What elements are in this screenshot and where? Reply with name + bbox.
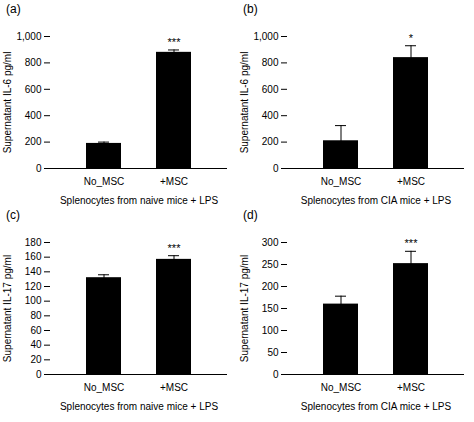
svg-text:800: 800 [25,57,42,68]
svg-text:800: 800 [262,57,279,68]
svg-text:No_MSC: No_MSC [84,176,125,187]
svg-text:Splenocytes from CIA mice + LP: Splenocytes from CIA mice + LPS [301,401,452,412]
svg-text:100: 100 [262,325,279,336]
svg-text:120: 120 [25,281,42,292]
svg-text:***: *** [168,242,182,254]
svg-text:300: 300 [262,237,279,248]
svg-text:0: 0 [273,369,279,380]
svg-text:200: 200 [25,136,42,147]
svg-text:600: 600 [262,84,279,95]
svg-text:Supernatant IL-17 pg/ml: Supernatant IL-17 pg/ml [239,255,250,362]
svg-text:400: 400 [262,110,279,121]
svg-text:140: 140 [25,266,42,277]
svg-text:60: 60 [30,325,42,336]
svg-text:+MSC: +MSC [397,382,425,393]
svg-text:Supernatant IL-6 pg/ml: Supernatant IL-6 pg/ml [2,52,13,154]
svg-text:*: * [409,32,414,44]
svg-text:No_MSC: No_MSC [321,382,362,393]
svg-text:Supernatant IL-6 pg/ml: Supernatant IL-6 pg/ml [239,52,250,154]
html-text:(b): (b) [243,2,258,16]
svg-text:80: 80 [30,310,42,321]
html-text:(d): (d) [243,208,258,222]
svg-text:Splenocytes from CIA mice + LP: Splenocytes from CIA mice + LPS [301,195,452,206]
svg-text:20: 20 [30,354,42,365]
svg-text:0: 0 [36,163,42,174]
svg-text:1,000: 1,000 [16,31,41,42]
svg-text:+MSC: +MSC [160,382,188,393]
svg-text:200: 200 [262,281,279,292]
svg-text:160: 160 [25,251,42,262]
svg-text:600: 600 [25,84,42,95]
svg-text:40: 40 [30,339,42,350]
svg-text:0: 0 [36,369,42,380]
html-text:(a): (a) [6,2,21,16]
svg-text:***: *** [405,237,419,249]
svg-text:No_MSC: No_MSC [321,176,362,187]
svg-text:Splenocytes from naive mice +: Splenocytes from naive mice + LPS [60,401,218,412]
svg-text:50: 50 [267,347,279,358]
svg-text:0: 0 [273,163,279,174]
svg-text:No_MSC: No_MSC [84,382,125,393]
svg-text:+MSC: +MSC [397,176,425,187]
svg-text:Supernatant IL-17 pg/ml: Supernatant IL-17 pg/ml [2,255,13,362]
svg-text:100: 100 [25,295,42,306]
html-text:(c): (c) [6,208,20,222]
svg-text:1,000: 1,000 [253,31,278,42]
svg-text:150: 150 [262,303,279,314]
svg-text:250: 250 [262,259,279,270]
svg-text:400: 400 [25,110,42,121]
svg-text:***: *** [168,36,182,48]
svg-text:Splenocytes from naive mice +: Splenocytes from naive mice + LPS [60,195,218,206]
svg-text:180: 180 [25,237,42,248]
svg-text:200: 200 [262,136,279,147]
svg-text:+MSC: +MSC [160,176,188,187]
